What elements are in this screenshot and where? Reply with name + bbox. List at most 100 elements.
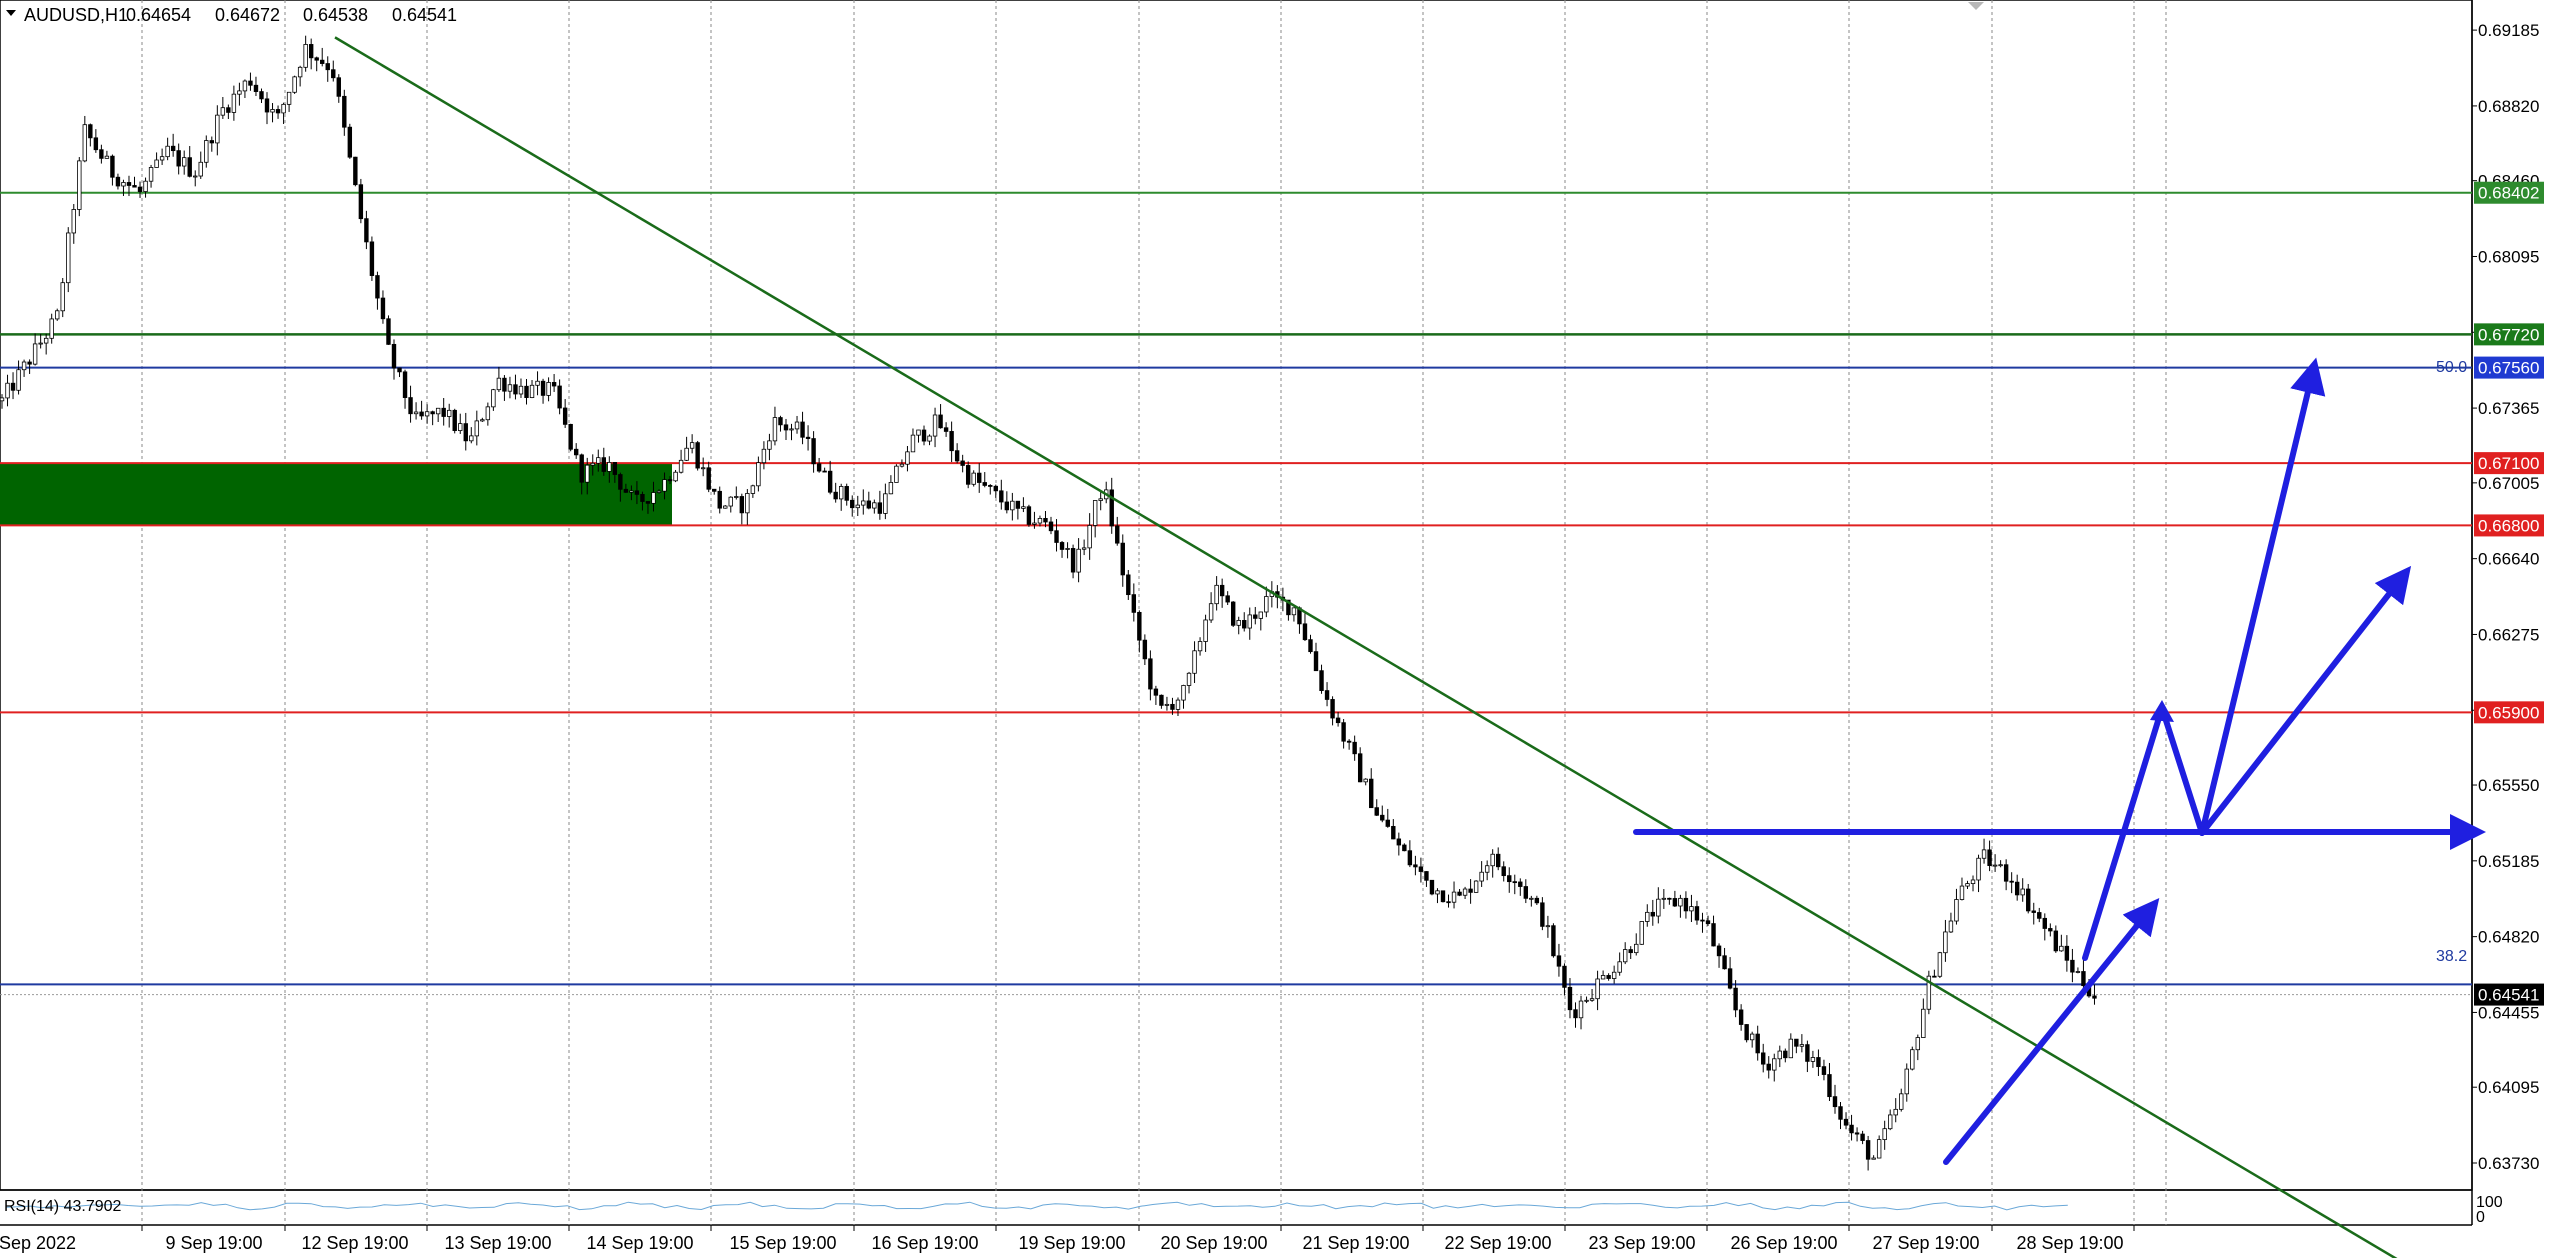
candle-body — [1159, 694, 1164, 706]
candle-body — [1137, 611, 1142, 641]
candle-body — [645, 501, 651, 504]
candle-body — [767, 440, 772, 450]
time-tick-label: 8 Sep 2022 — [0, 1233, 76, 1253]
price-level-tag-label: 0.64541 — [2478, 986, 2539, 1005]
candle-body — [1540, 902, 1545, 927]
candle-body — [1048, 521, 1054, 532]
candle-body — [1457, 891, 1462, 896]
candle-body — [954, 450, 960, 462]
candle-body — [1109, 489, 1114, 527]
candle-body — [2092, 995, 2097, 999]
candle-body — [1992, 864, 1998, 867]
candle-body — [1755, 1033, 1760, 1054]
candle-body — [5, 382, 10, 399]
candle-body — [1219, 584, 1225, 597]
candle-body — [1473, 880, 1479, 893]
candle-body — [1043, 518, 1048, 523]
candle-body — [1512, 881, 1517, 884]
candle-body — [1672, 898, 1678, 907]
candle-body — [700, 467, 706, 470]
candle-body — [805, 436, 811, 439]
candle-body — [358, 184, 364, 220]
candle-body — [49, 318, 54, 339]
candle-body — [397, 367, 402, 373]
candle-body — [115, 176, 121, 187]
candle-body — [816, 463, 822, 472]
candle-body — [419, 411, 424, 417]
candle-body — [2020, 888, 2025, 896]
candle-body — [1954, 899, 1959, 922]
candle-body — [1153, 688, 1159, 696]
candle-body — [1026, 506, 1032, 525]
chart-shift-marker[interactable] — [1968, 2, 1984, 10]
candle-body — [1435, 890, 1440, 895]
symbol-menu-icon[interactable] — [6, 10, 16, 16]
time-axis: 8 Sep 2022 9 Sep 19:00 12 Sep 19:00 13 Sep … — [0, 1225, 2135, 1253]
rsi-scale-bottom: 0 — [2476, 1209, 2485, 1226]
candle-body — [678, 459, 684, 473]
time-tick-label: 28 Sep 19:00 — [2016, 1233, 2123, 1253]
candle-body — [1843, 1118, 1849, 1126]
trendline — [334, 36, 2398, 1258]
candle-body — [585, 464, 590, 483]
candle-body — [1286, 599, 1291, 616]
candle-body — [1131, 594, 1137, 613]
candle-body — [1700, 919, 1705, 922]
candle-body — [2059, 945, 2064, 952]
candle-body — [38, 342, 43, 345]
candle-body — [1744, 1024, 1749, 1041]
candle-body — [789, 428, 794, 431]
candle-body — [325, 63, 330, 71]
price-tick-label: 0.67365 — [2478, 399, 2539, 418]
candle-body — [2014, 881, 2020, 896]
scenario-arrow — [1943, 897, 2160, 1165]
price-level-tag-label: 0.67560 — [2478, 359, 2539, 378]
candle-body — [513, 384, 518, 395]
time-tick-label: 13 Sep 19:00 — [444, 1233, 551, 1253]
candle-body — [408, 397, 413, 415]
candle-body — [132, 185, 137, 188]
main-plot-frame — [0, 0, 2473, 1191]
candle-body — [16, 369, 21, 391]
candle-body — [1937, 952, 1943, 977]
candle-body — [1639, 921, 1644, 945]
candle-body — [281, 103, 286, 114]
candle-body — [1799, 1044, 1805, 1047]
candle-body — [949, 431, 954, 452]
candle-body — [1777, 1050, 1782, 1060]
candle-body — [148, 167, 154, 182]
time-tick-label: 21 Sep 19:00 — [1302, 1233, 1409, 1253]
candle-body — [1915, 1037, 1921, 1051]
candle-body — [1689, 906, 1694, 912]
candle-body — [1258, 611, 1263, 619]
candle-body — [761, 448, 767, 464]
candle-body — [1092, 500, 1098, 526]
candle-body — [800, 421, 805, 438]
candle-body — [999, 490, 1004, 503]
candle-body — [1722, 955, 1727, 970]
candle-body — [1661, 897, 1667, 900]
candle-body — [82, 124, 88, 162]
price-level-tag — [2474, 181, 2544, 204]
candle-body — [1440, 890, 1446, 903]
candle-body — [927, 435, 932, 442]
price-tick-label: 0.66275 — [2478, 625, 2539, 644]
candle-body — [1120, 542, 1125, 576]
candle-body — [1595, 978, 1600, 1000]
candle-body — [794, 421, 800, 430]
candle-body — [651, 492, 656, 504]
candle-body — [1965, 883, 1970, 887]
candle-body — [198, 161, 203, 177]
candle-body — [215, 114, 220, 144]
price-level-tag-label: 0.65900 — [2478, 703, 2539, 722]
candle-body — [1446, 901, 1451, 904]
candle-body — [1628, 949, 1633, 954]
candle-body — [386, 318, 391, 345]
candle-body — [1203, 619, 1208, 642]
price-tick-label: 0.68820 — [2478, 97, 2539, 116]
candle-body — [573, 448, 579, 456]
candle-body — [2003, 864, 2009, 882]
candle-body — [1341, 722, 1346, 742]
scenario-arrow — [2199, 357, 2326, 836]
